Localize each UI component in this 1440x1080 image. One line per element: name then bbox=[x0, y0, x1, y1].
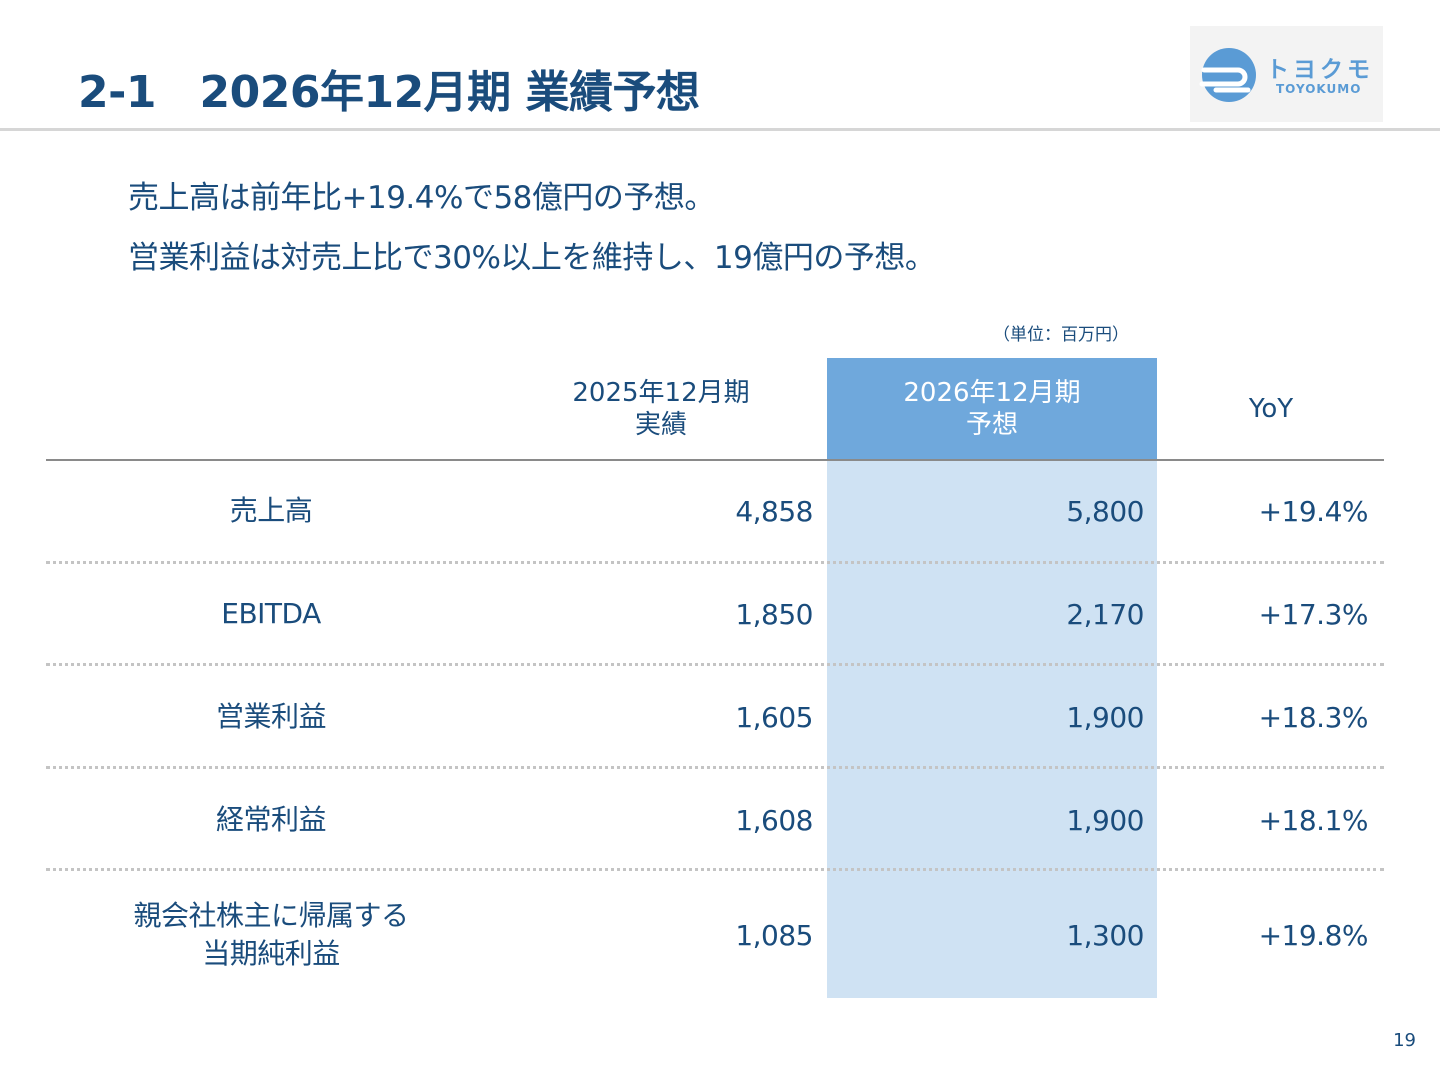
value-2026: 1,300 bbox=[1066, 918, 1144, 952]
row-label: 売上高 bbox=[229, 494, 313, 527]
lead-text-operating-profit: 営業利益は対売上比で30%以上を維持し、19億円の予想。 bbox=[128, 240, 936, 276]
row-label-line: 親会社株主に帰属する bbox=[133, 899, 409, 932]
table-row-sales: 売上高 4,858 5,800 +19.4% bbox=[46, 460, 1384, 562]
header-2026-forecast: 2026年12月期 予想 bbox=[827, 377, 1157, 441]
table-row-ordinary-profit: 経常利益 1,608 1,900 +18.1% bbox=[46, 769, 1384, 871]
row-divider bbox=[46, 766, 1384, 769]
value-2026: 1,900 bbox=[1066, 803, 1144, 837]
value-2026: 5,800 bbox=[1066, 494, 1144, 528]
value-yoy: +19.8% bbox=[1258, 918, 1369, 952]
value-yoy: +17.3% bbox=[1258, 597, 1369, 631]
cloud-logo-icon bbox=[1199, 48, 1256, 102]
row-label: 営業利益 bbox=[215, 700, 327, 733]
row-label-line: 当期純利益 bbox=[202, 937, 340, 970]
row-label: EBITDA bbox=[221, 597, 321, 630]
header-2026-period: 2026年12月期 bbox=[903, 378, 1081, 408]
value-2026: 2,170 bbox=[1066, 597, 1144, 631]
lead-text-sales: 売上高は前年比+19.4%で58億円の予想。 bbox=[128, 180, 715, 216]
header-2025-actual: 2025年12月期 実績 bbox=[510, 377, 812, 441]
value-2025: 4,858 bbox=[735, 494, 813, 528]
page-number: 19 bbox=[1393, 1030, 1416, 1051]
title-divider bbox=[0, 128, 1440, 131]
forecast-column-bg bbox=[827, 460, 1157, 998]
row-label: 経常利益 bbox=[215, 803, 327, 836]
value-yoy: +19.4% bbox=[1258, 494, 1369, 528]
logo-text-en: TOYOKUMO bbox=[1276, 82, 1362, 96]
header-yoy: YoY bbox=[1248, 394, 1294, 424]
table-row-net-income: 親会社株主に帰属する 当期純利益 1,085 1,300 +19.8% bbox=[46, 872, 1384, 998]
row-divider bbox=[46, 868, 1384, 871]
table-row-operating-profit: 営業利益 1,605 1,900 +18.3% bbox=[46, 666, 1384, 768]
header-2025-period: 2025年12月期 bbox=[572, 378, 750, 408]
row-divider bbox=[46, 561, 1384, 564]
row-divider bbox=[46, 663, 1384, 666]
forecast-column-header-bg bbox=[827, 358, 1157, 460]
value-yoy: +18.3% bbox=[1258, 700, 1369, 734]
logo-text-jp: トヨクモ bbox=[1266, 57, 1374, 83]
header-2025-type: 実績 bbox=[634, 410, 687, 440]
value-yoy: +18.1% bbox=[1258, 803, 1369, 837]
company-logo: トヨクモ TOYOKUMO bbox=[1190, 26, 1383, 122]
page-title: 2-1 2026年12月期 業績予想 bbox=[78, 67, 700, 118]
value-2025: 1,850 bbox=[735, 597, 813, 631]
value-2026: 1,900 bbox=[1066, 700, 1144, 734]
value-2025: 1,605 bbox=[735, 700, 813, 734]
header-divider bbox=[46, 459, 1384, 461]
value-2025: 1,085 bbox=[735, 918, 813, 952]
row-label: 親会社株主に帰属する 当期純利益 bbox=[46, 872, 496, 998]
header-2026-type: 予想 bbox=[965, 410, 1018, 440]
table-row-ebitda: EBITDA 1,850 2,170 +17.3% bbox=[46, 563, 1384, 665]
value-2025: 1,608 bbox=[735, 803, 813, 837]
unit-note: （単位：百万円） bbox=[993, 325, 1129, 345]
